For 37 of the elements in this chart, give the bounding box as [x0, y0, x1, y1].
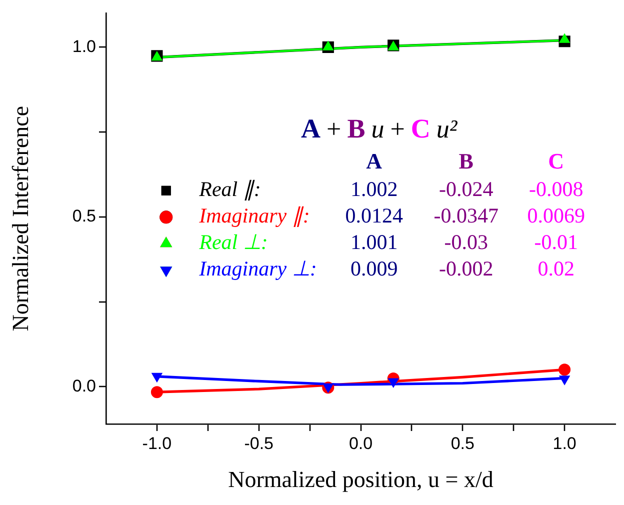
annotation: B: [458, 148, 474, 174]
y-tick-label: 0.0: [72, 376, 96, 396]
point: [559, 376, 570, 385]
annotation: -0.0347: [434, 204, 498, 228]
x-tick-label: 1.0: [552, 434, 576, 453]
legend-label: Real ∥:: [198, 177, 261, 202]
point: [150, 386, 163, 398]
x-tick-label: -0.5: [244, 434, 274, 453]
annotation: 0.009: [350, 256, 398, 281]
annotation: -0.03: [444, 230, 488, 254]
x-tick-label: 0.5: [450, 434, 474, 453]
y-axis-title: Normalized Interference: [8, 106, 33, 332]
annotation: -0.01: [534, 230, 578, 254]
point: [558, 364, 571, 376]
legend-label: Imaginary ∥:: [198, 204, 310, 228]
annotation: -0.002: [438, 256, 494, 281]
legend-label: Real ⊥:: [198, 230, 268, 254]
annotation: 0.02: [538, 256, 574, 281]
point: [559, 34, 570, 43]
y-tick-label: 1.0: [72, 36, 96, 56]
point: [152, 372, 162, 382]
legend-label: Imaginary ⊥:: [198, 256, 317, 281]
annotation: 0.0069: [527, 204, 585, 228]
point: [388, 378, 399, 388]
y-tick-label: 0.5: [72, 206, 96, 226]
annotation: C: [548, 148, 564, 174]
annotation: 1.001: [350, 230, 398, 254]
annotation: A + B u + C u²: [301, 114, 458, 144]
x-axis-title: Normalized position, u = x/d: [228, 467, 494, 492]
x-tick-label: -1.0: [142, 434, 172, 453]
x-tick-label: 0.0: [348, 434, 373, 453]
annotation: 1.002: [350, 177, 398, 202]
point: [322, 41, 334, 50]
annotation: -0.024: [438, 177, 494, 202]
annotation: A: [366, 148, 382, 174]
annotation: 0.0124: [345, 204, 404, 228]
annotation: -0.008: [528, 177, 584, 202]
